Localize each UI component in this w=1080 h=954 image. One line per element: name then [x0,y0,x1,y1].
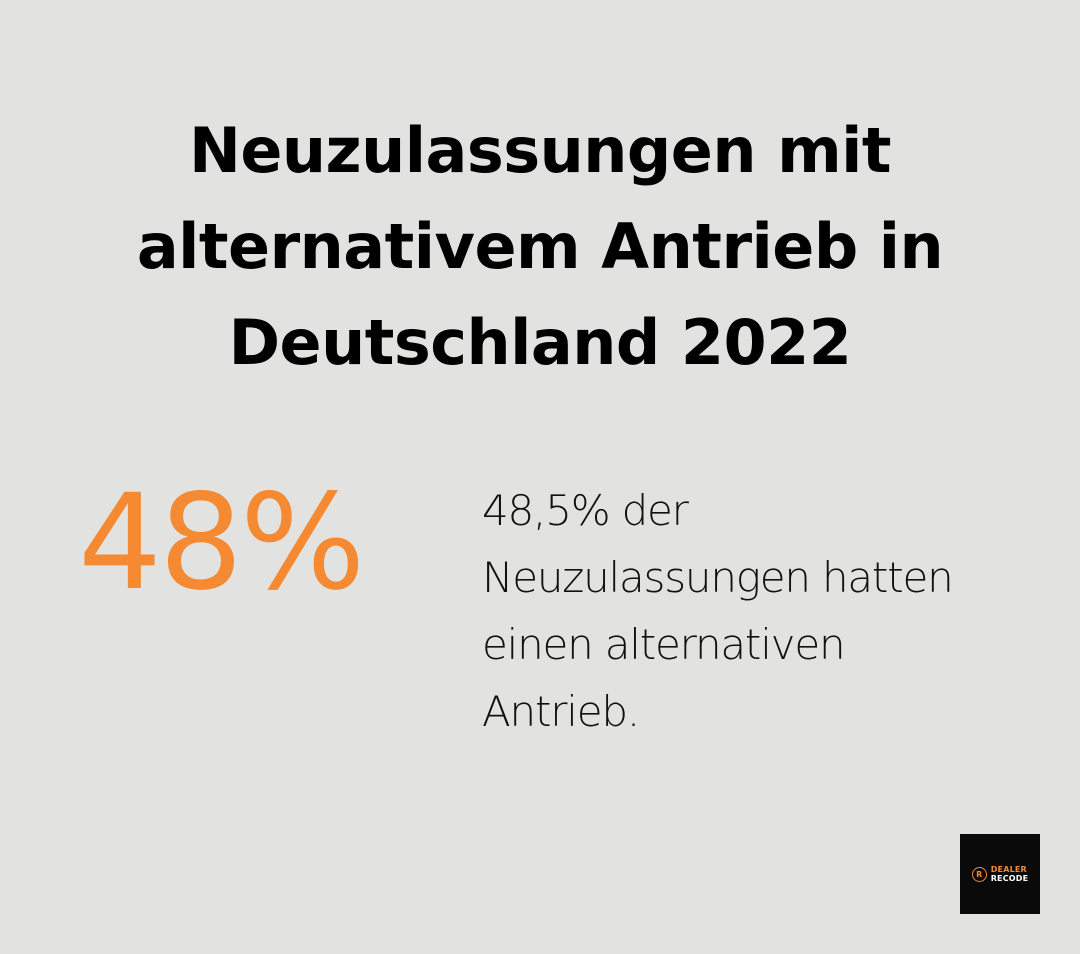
logo-wordmark: DEALER RECODE [991,865,1029,883]
stat-value: 48% [78,466,365,620]
logo-line-1: DEALER [990,865,1027,874]
title-line-3: Deutschland 2022 [228,306,852,379]
title-line-1: Neuzulassungen mit [188,114,892,187]
logo-r-icon: R [971,866,987,882]
stat-description-line-3: einen alternativen [482,620,846,669]
page-title: Neuzulassungen mit alternativem Antrieb … [0,103,1080,391]
logo-line-2: RECODE [990,874,1029,883]
stat-description-line-2: Neuzulassungen hatten [482,553,954,602]
title-line-2: alternativem Antrieb in [136,210,944,283]
stat-description-line-4: Antrieb. [482,687,640,736]
stat-description-line-1: 48,5% der [482,486,689,535]
stat-description: 48,5% der Neuzulassungen hatten einen al… [482,477,1042,745]
dealer-recode-logo: R DEALER RECODE [960,834,1040,914]
